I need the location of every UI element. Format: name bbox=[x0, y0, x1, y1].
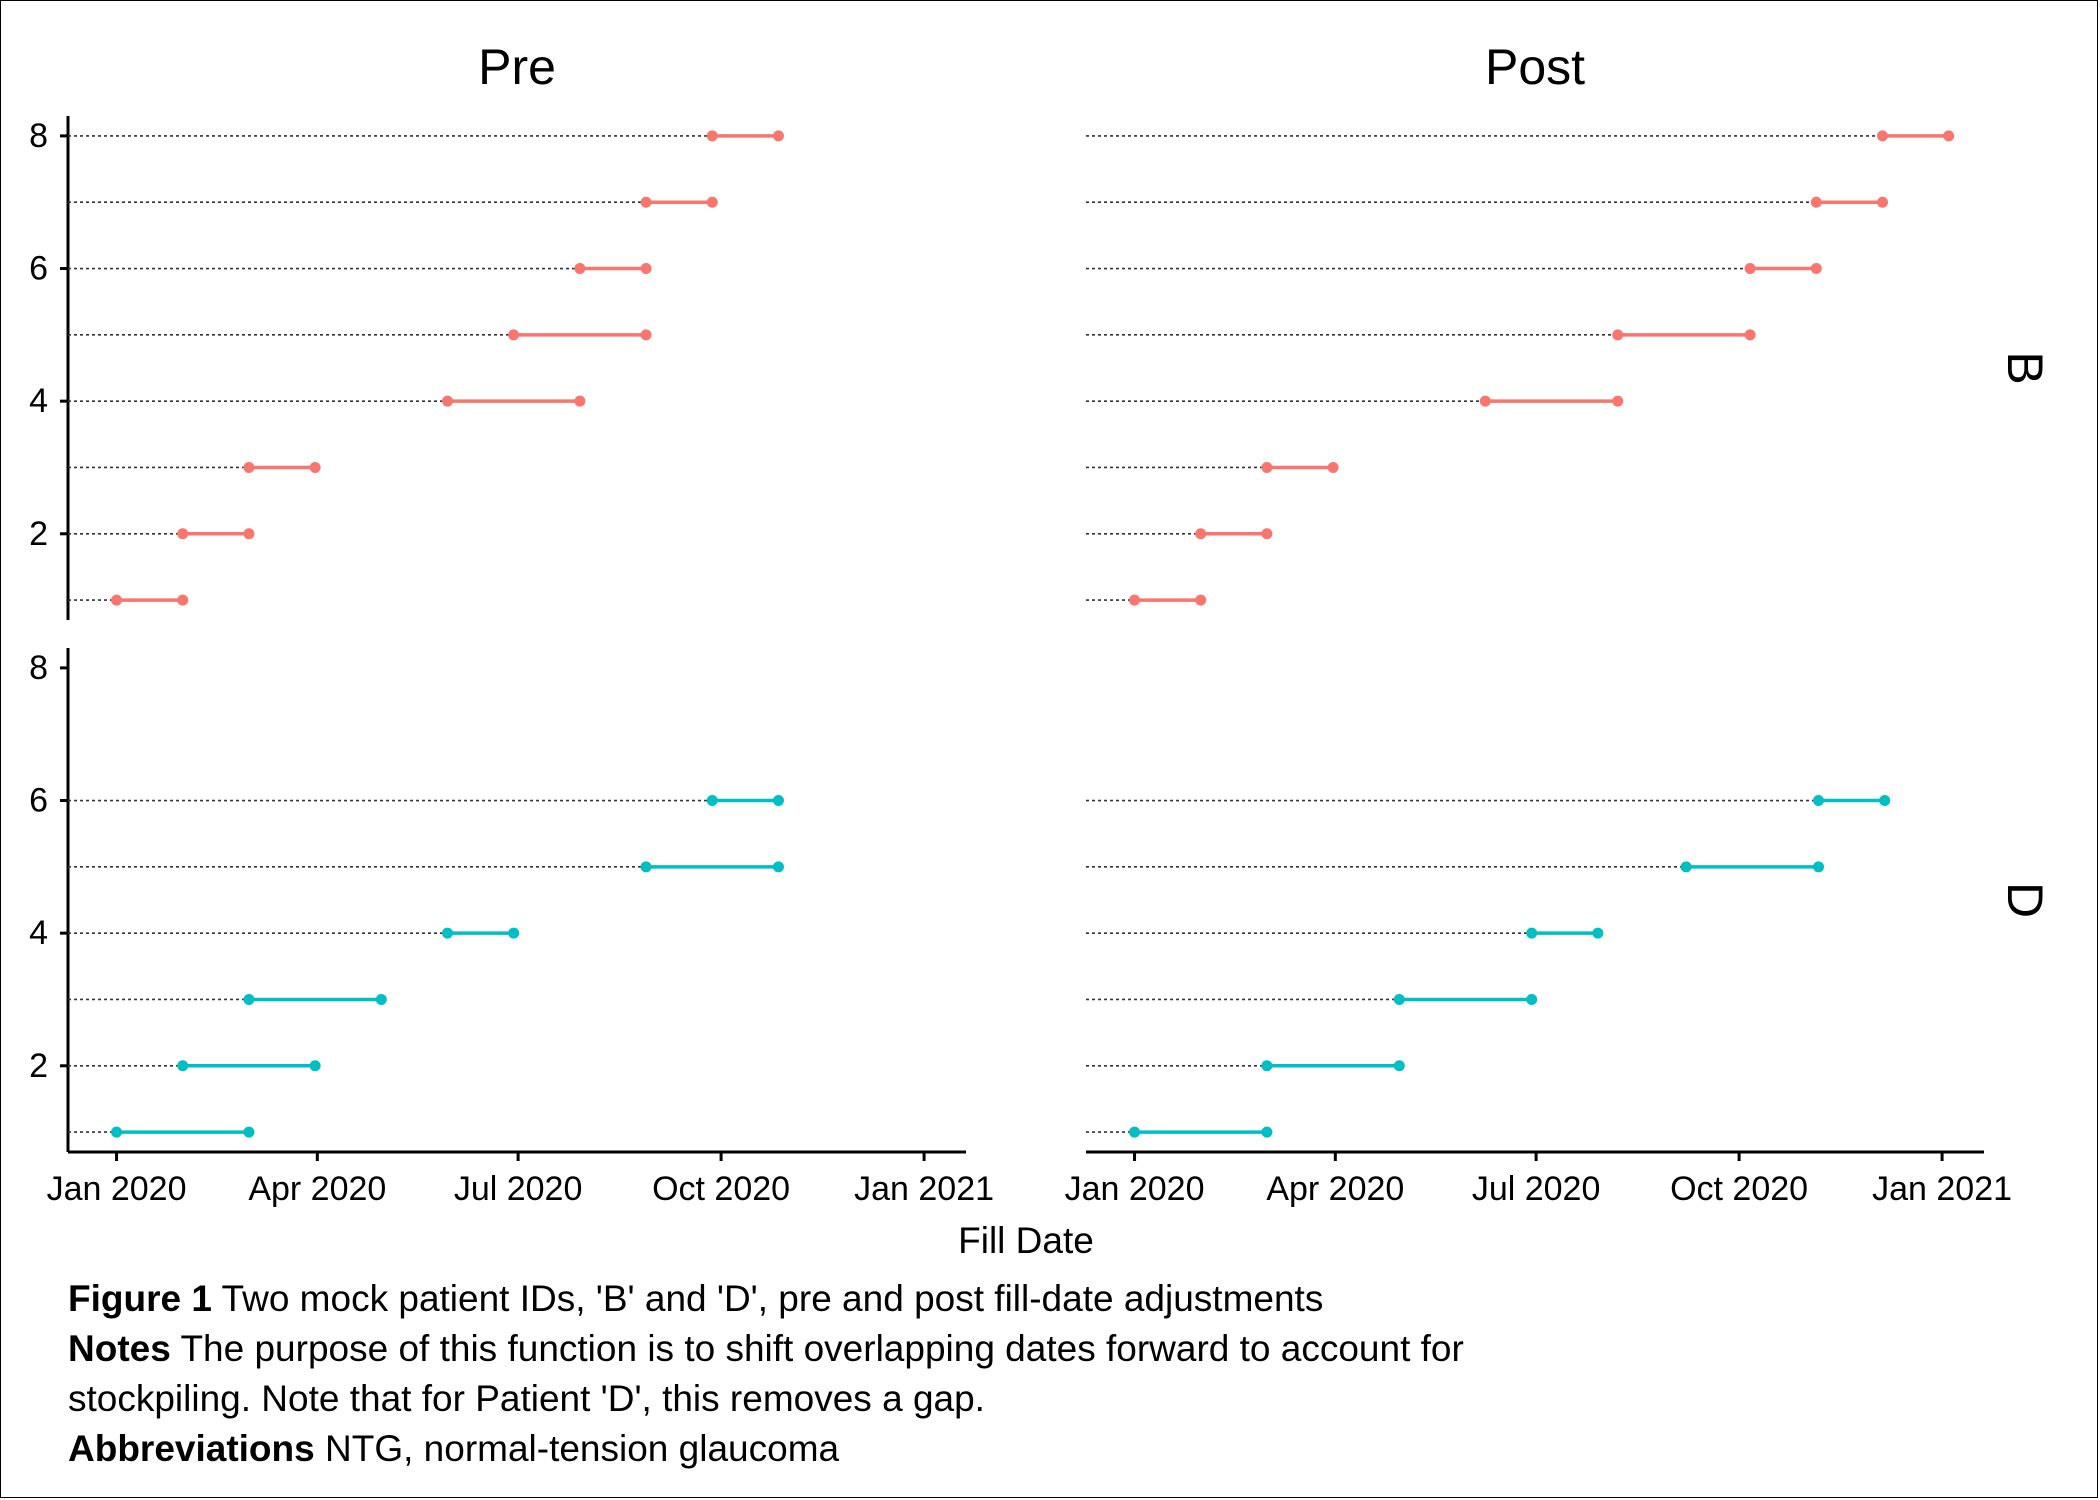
segment-start-point bbox=[1393, 993, 1405, 1005]
caption-abbrev-text: NTG, normal-tension glaucoma bbox=[325, 1428, 840, 1469]
segment-start-point bbox=[1526, 927, 1538, 939]
segment-end-point bbox=[508, 927, 520, 939]
segment-start-point bbox=[574, 263, 586, 275]
segment-end-point bbox=[772, 861, 784, 873]
faceted-fill-date-chart: Pre Post B D 2 4 6 8 2 4 6 8 Jan 2020 Apr 2020 Jul 202… bbox=[29, 39, 2053, 1261]
segment-start-point bbox=[1129, 594, 1141, 606]
segment-end-point bbox=[640, 329, 652, 341]
segment-start-point bbox=[441, 395, 453, 407]
segment-end-point bbox=[706, 196, 718, 208]
x-tick-label: Jul 2020 bbox=[454, 1170, 583, 1208]
figure-caption: Figure 1 Two mock patient IDs, 'B' and '… bbox=[68, 1274, 1968, 1474]
x-tick-label: Jan 2020 bbox=[1065, 1170, 1205, 1208]
segment-end-point bbox=[1526, 993, 1538, 1005]
segment-start-point bbox=[111, 594, 123, 606]
segment-end-point bbox=[1393, 1060, 1405, 1072]
segment-end-point bbox=[1195, 594, 1207, 606]
caption-abbrev-line: Abbreviations NTG, normal-tension glauco… bbox=[68, 1424, 1968, 1474]
x-tick-label: Jan 2021 bbox=[1872, 1170, 2012, 1208]
segment-start-point bbox=[1810, 196, 1822, 208]
segment-end-point bbox=[1744, 329, 1756, 341]
segment-start-point bbox=[706, 130, 718, 142]
y-tick-label: 8 bbox=[29, 649, 48, 687]
segment-start-point bbox=[508, 329, 520, 341]
facet-label-d: D bbox=[1997, 882, 2053, 918]
segment-start-point bbox=[640, 861, 652, 873]
segment-end-point bbox=[309, 461, 321, 473]
x-tick-label: Jul 2020 bbox=[1472, 1170, 1601, 1208]
segment-end-point bbox=[1261, 528, 1273, 540]
segment-end-point bbox=[1612, 395, 1624, 407]
caption-figure-label: Figure 1 bbox=[68, 1278, 212, 1319]
segment-end-point bbox=[1261, 1126, 1273, 1138]
caption-notes-text: The purpose of this function is to shift… bbox=[180, 1328, 1464, 1369]
segment-start-point bbox=[1813, 795, 1825, 807]
segment-start-point bbox=[1877, 130, 1889, 142]
y-tick-label: 4 bbox=[29, 914, 48, 952]
x-tick-label: Oct 2020 bbox=[1670, 1170, 1808, 1208]
segment-end-point bbox=[1877, 196, 1889, 208]
y-tick-label: 6 bbox=[29, 250, 48, 288]
segment-end-point bbox=[1810, 263, 1822, 275]
x-tick-label: Oct 2020 bbox=[652, 1170, 790, 1208]
y-tick-label: 8 bbox=[29, 117, 48, 155]
x-tick-label: Jan 2020 bbox=[47, 1170, 187, 1208]
segment-end-point bbox=[375, 993, 387, 1005]
x-axis-title: Fill Date bbox=[958, 1220, 1094, 1261]
segment-end-point bbox=[574, 395, 586, 407]
segment-end-point bbox=[640, 263, 652, 275]
segment-end-point bbox=[243, 528, 255, 540]
segment-start-point bbox=[1680, 861, 1692, 873]
segment-start-point bbox=[1479, 395, 1491, 407]
segment-end-point bbox=[309, 1060, 321, 1072]
panel-pre-d bbox=[68, 795, 784, 1138]
facet-title-pre: Pre bbox=[478, 39, 556, 95]
segment-start-point bbox=[706, 795, 718, 807]
segment-start-point bbox=[441, 927, 453, 939]
x-tick-label: Apr 2020 bbox=[248, 1170, 386, 1208]
y-tick-label: 4 bbox=[29, 382, 48, 420]
segment-end-point bbox=[1327, 461, 1339, 473]
segment-start-point bbox=[177, 1060, 189, 1072]
segment-start-point bbox=[1261, 461, 1273, 473]
panel-pre-b bbox=[68, 130, 784, 606]
x-tick-label: Apr 2020 bbox=[1266, 1170, 1404, 1208]
segment-end-point bbox=[1592, 927, 1604, 939]
caption-notes-label: Notes bbox=[68, 1328, 171, 1369]
segment-start-point bbox=[177, 528, 189, 540]
segment-start-point bbox=[1129, 1126, 1141, 1138]
caption-figure-line: Figure 1 Two mock patient IDs, 'B' and '… bbox=[68, 1274, 1968, 1324]
segment-start-point bbox=[111, 1126, 123, 1138]
facet-label-b: B bbox=[1997, 351, 2053, 384]
segment-end-point bbox=[772, 130, 784, 142]
segment-end-point bbox=[243, 1126, 255, 1138]
panel-post-d bbox=[1086, 795, 1891, 1138]
segment-end-point bbox=[772, 795, 784, 807]
x-tick-label: Jan 2021 bbox=[854, 1170, 994, 1208]
segment-end-point bbox=[1813, 861, 1825, 873]
panel-post-b bbox=[1086, 130, 1955, 606]
caption-notes-text-2: stockpiling. Note that for Patient 'D', … bbox=[68, 1378, 985, 1419]
segment-end-point bbox=[1879, 795, 1891, 807]
segment-start-point bbox=[1612, 329, 1624, 341]
segment-start-point bbox=[243, 993, 255, 1005]
facet-title-post: Post bbox=[1485, 39, 1585, 95]
segment-end-point bbox=[1943, 130, 1955, 142]
caption-abbrev-label: Abbreviations bbox=[68, 1428, 315, 1469]
y-tick-label: 6 bbox=[29, 782, 48, 820]
y-tick-label: 2 bbox=[29, 515, 48, 553]
segment-start-point bbox=[1261, 1060, 1273, 1072]
caption-notes-line-2: stockpiling. Note that for Patient 'D', … bbox=[68, 1374, 1968, 1424]
caption-notes-line: Notes The purpose of this function is to… bbox=[68, 1324, 1968, 1374]
segment-end-point bbox=[177, 594, 189, 606]
segment-start-point bbox=[243, 461, 255, 473]
segment-start-point bbox=[640, 196, 652, 208]
caption-figure-text: Two mock patient IDs, 'B' and 'D', pre a… bbox=[221, 1278, 1324, 1319]
y-tick-label: 2 bbox=[29, 1047, 48, 1085]
segment-start-point bbox=[1744, 263, 1756, 275]
segment-start-point bbox=[1195, 528, 1207, 540]
